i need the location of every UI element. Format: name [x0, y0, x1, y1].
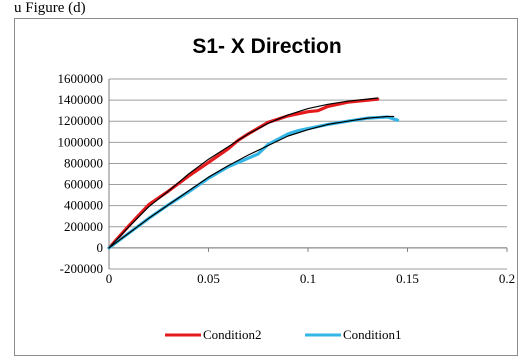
y-tick-label: 1600000: [58, 71, 104, 86]
chart-area: S1- X Direction 1600000 1400000 1200000 100…: [14, 18, 518, 356]
chart-canvas: S1- X Direction 1600000 1400000 1200000 100…: [58, 35, 516, 342]
reference-line-3: [108, 115, 395, 249]
figure-caption: u Figure (d): [14, 0, 86, 16]
y-tick-label: 800000: [64, 155, 103, 170]
axes: 1600000 1400000 1200000 1000000 800000 600000…: [58, 71, 516, 286]
x-tick-label: 0.05: [197, 271, 220, 286]
reference-line-2: [108, 97, 379, 249]
chart-title: S1- X Direction: [192, 35, 341, 58]
x-tick-label: 0.1: [300, 271, 316, 286]
chart-legend: Condition2 Condition1: [165, 327, 402, 342]
x-tick-label: 0.15: [396, 271, 419, 286]
x-tick-label: 0.2: [499, 271, 515, 286]
y-tick-label: 1000000: [58, 134, 104, 149]
legend-label-condition2: Condition2: [203, 327, 262, 342]
x-tick-label: 0: [106, 271, 113, 286]
series-line-condition1: [107, 115, 400, 250]
legend-label-condition1: Condition1: [343, 327, 402, 342]
y-tick-label: 1200000: [58, 113, 104, 128]
y-tick-label: 600000: [64, 177, 103, 192]
plot-series: [107, 97, 400, 250]
y-tick-label: -200000: [60, 261, 103, 276]
y-tick-label: 1400000: [58, 92, 104, 107]
y-tick-label: 0: [97, 240, 104, 255]
y-tick-label: 400000: [64, 198, 103, 213]
gridlines: [109, 78, 507, 270]
y-tick-label: 200000: [64, 219, 103, 234]
